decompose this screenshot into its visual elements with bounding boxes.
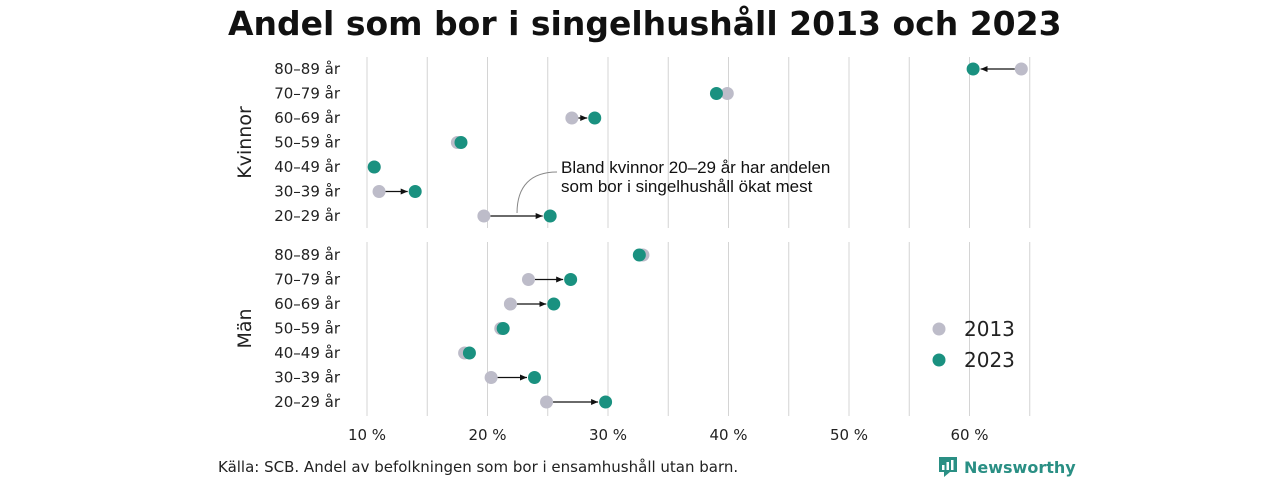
point-2023	[709, 87, 723, 100]
category-label: 20–29 år	[274, 393, 341, 411]
newsworthy-logo-icon	[939, 457, 957, 477]
x-tick-label: 30 %	[589, 426, 627, 444]
x-tick-label: 10 %	[348, 426, 386, 444]
point-2023	[966, 62, 980, 76]
legend-marker	[932, 322, 946, 336]
legend-label: 2013	[964, 317, 1015, 341]
point-2013	[565, 111, 579, 125]
point-2023	[527, 371, 541, 384]
panel-labels: Kvinnor Män	[234, 106, 256, 348]
point-2013	[720, 87, 734, 100]
x-tick-label: 60 %	[950, 426, 988, 444]
category-label: 50–59 år	[274, 134, 341, 152]
category-label: 70–79 år	[274, 85, 341, 103]
point-2023	[408, 185, 422, 198]
category-label: 50–59 år	[274, 320, 341, 338]
point-2023	[543, 209, 557, 223]
panel-label: Kvinnor	[234, 106, 256, 179]
category-label: 70–79 år	[274, 271, 341, 289]
category-label: 80–89 år	[274, 246, 341, 264]
point-2023	[547, 297, 561, 311]
annotation-text: Bland kvinnor 20–29 år har andelen	[561, 158, 830, 177]
point-2013	[1014, 62, 1028, 76]
x-tick-label: 40 %	[709, 426, 747, 444]
x-axis: 10 % 20 % 30 % 40 % 50 % 60 %	[348, 426, 989, 444]
grid-layer	[366, 57, 1031, 416]
category-label: 40–49 år	[274, 158, 341, 176]
point-2023	[632, 248, 646, 262]
annotation-connector	[516, 171, 558, 214]
legend-label: 2023	[964, 348, 1015, 372]
point-2023	[454, 136, 468, 149]
point-2023	[564, 273, 578, 286]
brand-name: Newsworthy	[964, 457, 1076, 477]
source-note: Källa: SCB. Andel av befolkningen som bo…	[218, 458, 739, 476]
point-2013	[540, 395, 554, 409]
chart-title: Andel som bor i singelhushåll 2013 och 2…	[228, 4, 1062, 43]
category-label: 30–39 år	[274, 183, 341, 201]
point-2013	[477, 209, 491, 223]
point-2013	[503, 297, 517, 311]
x-tick-label: 20 %	[468, 426, 506, 444]
category-label: 30–39 år	[274, 369, 341, 387]
category-label: 40–49 år	[274, 344, 341, 362]
x-tick-label: 50 %	[830, 426, 868, 444]
category-labels: 80–89 år 70–79 år 60–69 år 50–59 år 40–49 år…	[274, 60, 341, 411]
point-2013	[372, 185, 386, 198]
annotation-text: som bor i singelhushåll ökat mest	[561, 177, 813, 196]
category-label: 80–89 år	[274, 60, 341, 78]
category-label: 60–69 år	[274, 295, 341, 313]
category-label: 20–29 år	[274, 207, 341, 225]
legend: 2013 2023	[932, 317, 1015, 372]
point-2023	[496, 322, 510, 335]
legend-marker	[932, 353, 946, 367]
data-marks	[367, 62, 1028, 409]
panel-label: Män	[234, 308, 256, 348]
point-2023	[462, 346, 476, 360]
category-label: 60–69 år	[274, 109, 341, 127]
point-2023	[599, 395, 613, 409]
point-2023	[367, 160, 381, 174]
point-2013	[521, 273, 535, 286]
brand-logo: Newsworthy	[938, 456, 1076, 478]
point-2013	[484, 371, 498, 384]
point-2023	[588, 111, 602, 125]
